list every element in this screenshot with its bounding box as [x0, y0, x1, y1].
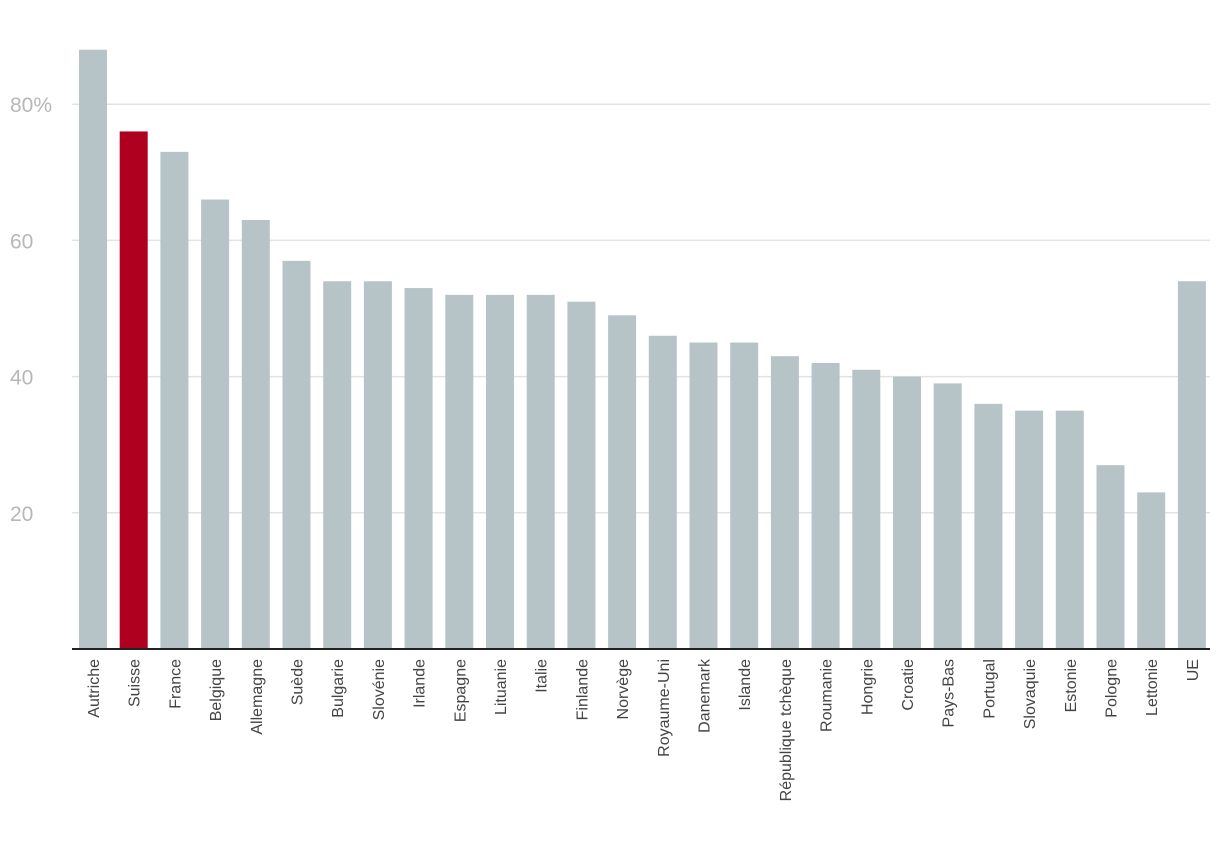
- x-tick-label-islande: Islande: [737, 659, 754, 711]
- bar-lituanie: [486, 294, 514, 649]
- x-tick-label-danemark: Danemark: [697, 658, 714, 733]
- x-tick-label-ue: UE: [1185, 659, 1202, 681]
- bar-irlande: [404, 288, 433, 649]
- x-tick-label-allemagne: Allemagne: [249, 659, 266, 735]
- x-tick-label-irlande: Irlande: [412, 659, 429, 708]
- bar-croatie: [893, 376, 921, 649]
- bar-italie: [526, 294, 555, 649]
- bar-bulgarie: [323, 281, 352, 649]
- x-tick-label-r-publique-tch-que: République tchèque: [778, 659, 795, 801]
- bar-espagne: [445, 294, 474, 649]
- bar-estonie: [1055, 410, 1084, 649]
- bars: [79, 49, 1206, 650]
- x-tick-label-pays-bas: Pays-Bas: [941, 659, 958, 727]
- x-tick-label-lettonie: Lettonie: [1144, 659, 1161, 716]
- y-tick-label-40: 40: [10, 367, 33, 390]
- x-tick-label-finlande: Finlande: [574, 659, 591, 720]
- bar-roumanie: [811, 362, 840, 649]
- bar-portugal: [974, 403, 1003, 649]
- x-tick-label-espagne: Espagne: [452, 659, 469, 722]
- x-tick-label-slovaquie: Slovaquie: [1022, 659, 1039, 729]
- bar-pologne: [1096, 465, 1125, 649]
- x-axis-category-labels: Autriche Suisse France Belgique Allemagne Suè…: [86, 658, 1202, 801]
- bar-danemark: [689, 342, 718, 649]
- x-tick-label-france: France: [167, 659, 184, 709]
- x-tick-label-portugal: Portugal: [981, 659, 998, 719]
- bar-slov-nie: [363, 281, 392, 649]
- x-tick-label-bulgarie: Bulgarie: [330, 659, 347, 718]
- y-axis-tick-labels: 20 40 60 80%: [10, 94, 52, 526]
- x-tick-label-pologne: Pologne: [1104, 659, 1121, 718]
- bar-suisse: [119, 131, 148, 649]
- bar-su-de: [282, 260, 311, 649]
- bar-finlande: [567, 301, 596, 649]
- x-tick-label-italie: Italie: [534, 659, 551, 693]
- x-tick-label-norv-ge: Norvège: [615, 659, 632, 720]
- x-tick-label-slov-nie: Slovénie: [371, 659, 388, 720]
- y-tick-label-60: 60: [10, 230, 33, 253]
- x-tick-label-belgique: Belgique: [208, 659, 225, 721]
- bar-royaume-uni: [648, 335, 677, 649]
- bar-ue: [1177, 281, 1206, 649]
- bar-islande: [730, 342, 759, 649]
- bar-norv-ge: [608, 315, 637, 649]
- y-tick-label-80: 80%: [10, 94, 52, 117]
- x-tick-label-su-de: Suède: [290, 659, 307, 705]
- bar-slovaquie: [1015, 410, 1044, 649]
- bar-hongrie: [852, 369, 881, 649]
- x-tick-label-royaume-uni: Royaume-Uni: [656, 659, 673, 757]
- bar-allemagne: [241, 219, 270, 649]
- x-tick-label-estonie: Estonie: [1063, 659, 1080, 712]
- x-tick-label-lituanie: Lituanie: [493, 659, 510, 715]
- bar-france: [160, 151, 189, 649]
- bar-autriche: [79, 49, 107, 650]
- x-tick-label-autriche: Autriche: [86, 659, 103, 718]
- x-tick-label-suisse: Suisse: [127, 659, 144, 707]
- bar-r-publique-tch-que: [770, 356, 799, 649]
- x-tick-label-roumanie: Roumanie: [819, 659, 836, 732]
- x-tick-label-croatie: Croatie: [900, 659, 917, 711]
- bar-belgique: [201, 199, 230, 650]
- y-tick-label-20: 20: [10, 503, 33, 526]
- bar-pays-bas: [933, 383, 962, 649]
- x-tick-label-hongrie: Hongrie: [859, 659, 876, 715]
- bar-lettonie: [1137, 492, 1166, 649]
